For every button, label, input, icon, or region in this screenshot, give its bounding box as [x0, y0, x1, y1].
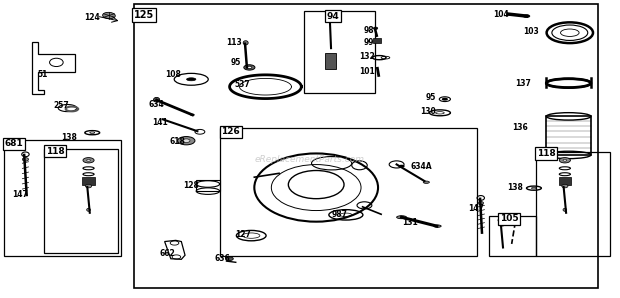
Text: 634A: 634A — [410, 162, 432, 171]
Text: 141: 141 — [153, 118, 168, 127]
Text: 662: 662 — [160, 249, 175, 258]
Ellipse shape — [22, 158, 29, 161]
Text: 131: 131 — [402, 218, 418, 227]
Bar — [134, 4, 598, 288]
Text: 98: 98 — [363, 26, 374, 35]
Bar — [196, 180, 219, 191]
Circle shape — [399, 165, 405, 168]
Text: 138: 138 — [507, 183, 523, 192]
Bar — [536, 152, 610, 256]
Text: 95: 95 — [231, 58, 241, 67]
Text: 130: 130 — [420, 106, 435, 116]
Text: 987: 987 — [332, 210, 348, 219]
Text: 103: 103 — [523, 27, 539, 36]
Bar — [373, 38, 381, 44]
Text: 681: 681 — [5, 139, 24, 148]
Ellipse shape — [397, 216, 407, 219]
Text: 94: 94 — [327, 12, 339, 21]
Text: 113: 113 — [227, 38, 242, 47]
Circle shape — [182, 139, 190, 142]
Text: 618: 618 — [169, 137, 185, 146]
Bar — [546, 117, 591, 155]
Ellipse shape — [510, 221, 518, 224]
Text: 128: 128 — [184, 181, 199, 190]
Text: 105: 105 — [500, 214, 518, 223]
Ellipse shape — [559, 158, 570, 163]
Ellipse shape — [327, 15, 334, 20]
Bar — [4, 140, 122, 256]
Text: 132: 132 — [359, 52, 374, 61]
Text: 136: 136 — [513, 123, 528, 132]
Ellipse shape — [243, 41, 248, 45]
Ellipse shape — [87, 208, 91, 211]
Text: 257: 257 — [53, 102, 69, 111]
Text: 118: 118 — [537, 149, 556, 158]
Bar — [304, 11, 375, 93]
Bar — [489, 216, 536, 256]
Ellipse shape — [434, 225, 441, 227]
Text: 636: 636 — [215, 254, 230, 263]
Ellipse shape — [247, 66, 252, 69]
Ellipse shape — [86, 184, 92, 188]
Text: 99: 99 — [363, 38, 374, 47]
Text: 127: 127 — [235, 230, 251, 239]
Bar — [220, 128, 477, 256]
Text: 118: 118 — [46, 147, 64, 156]
Bar — [44, 149, 118, 253]
Text: 537: 537 — [234, 80, 250, 89]
Ellipse shape — [478, 201, 484, 204]
FancyBboxPatch shape — [325, 53, 336, 69]
Ellipse shape — [190, 114, 194, 116]
Text: 104: 104 — [493, 10, 508, 19]
Ellipse shape — [563, 159, 567, 161]
Text: 137: 137 — [515, 79, 531, 88]
Text: 101: 101 — [359, 67, 374, 76]
Text: 95: 95 — [425, 94, 436, 103]
Bar — [559, 177, 571, 185]
Text: 126: 126 — [221, 127, 240, 136]
Ellipse shape — [187, 78, 196, 81]
Ellipse shape — [563, 208, 567, 211]
Ellipse shape — [102, 12, 115, 19]
Circle shape — [523, 14, 530, 18]
Text: 124: 124 — [84, 13, 100, 22]
Ellipse shape — [87, 159, 91, 161]
Circle shape — [442, 98, 448, 101]
Ellipse shape — [226, 257, 233, 260]
Ellipse shape — [154, 97, 160, 102]
Text: 147: 147 — [468, 204, 484, 213]
Circle shape — [177, 136, 195, 145]
Text: 147: 147 — [12, 190, 29, 199]
Ellipse shape — [244, 65, 255, 70]
Bar — [82, 177, 95, 185]
Ellipse shape — [373, 27, 378, 30]
Ellipse shape — [498, 223, 505, 226]
Ellipse shape — [83, 158, 94, 163]
Text: eReplacementParts.com: eReplacementParts.com — [255, 155, 365, 164]
Text: 51: 51 — [38, 70, 48, 79]
Text: 108: 108 — [165, 70, 180, 79]
Text: 634: 634 — [149, 100, 164, 109]
Text: 138: 138 — [61, 133, 77, 142]
Ellipse shape — [423, 181, 430, 183]
Text: 125: 125 — [134, 10, 154, 20]
Ellipse shape — [562, 184, 568, 188]
